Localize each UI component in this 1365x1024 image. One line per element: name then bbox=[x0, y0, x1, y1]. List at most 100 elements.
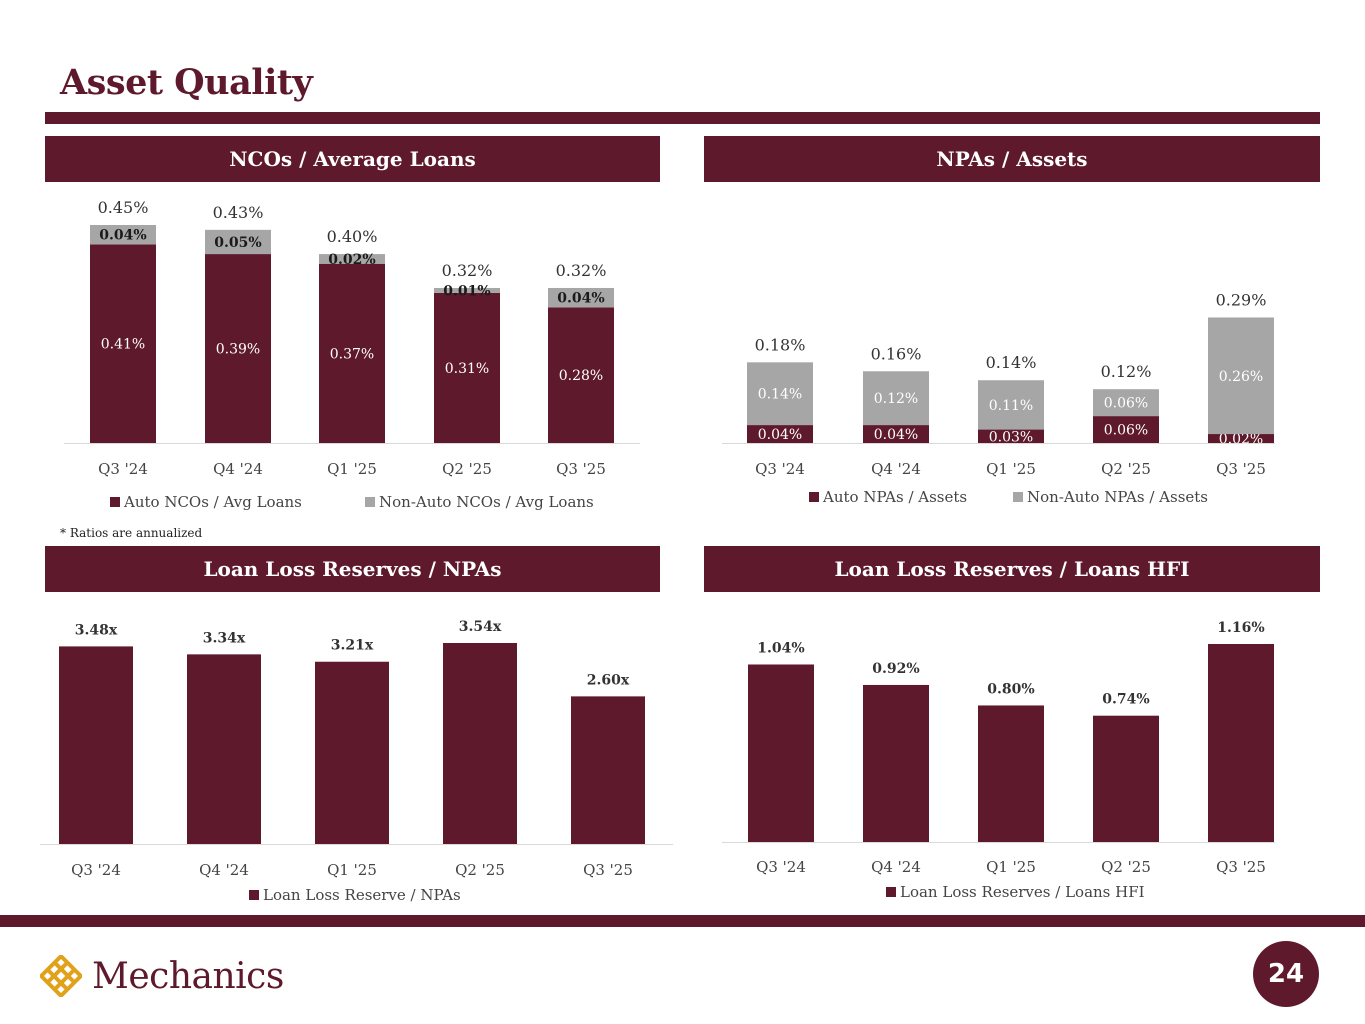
page-title: Asset Quality bbox=[60, 62, 313, 103]
chart-3-bar-0-2 bbox=[978, 705, 1044, 842]
chart-1-tick-4: Q3 '25 bbox=[1216, 460, 1266, 478]
chart-0-total-3: 0.32% bbox=[442, 261, 493, 280]
chart-1-total-3: 0.12% bbox=[1101, 362, 1152, 381]
panel-header-llr-npas: Loan Loss Reserves / NPAs bbox=[45, 546, 660, 592]
chart-3-tick-0: Q3 '24 bbox=[756, 858, 806, 876]
chart-1-tick-2: Q1 '25 bbox=[986, 460, 1036, 478]
chart-0-bar-1-1 bbox=[205, 229, 271, 255]
chart-1-label-1-1: 0.12% bbox=[874, 391, 918, 407]
chart-1-bar-1-2 bbox=[978, 380, 1044, 430]
chart-2-tick-0: Q3 '24 bbox=[71, 861, 121, 879]
chart-1-legend-swatch-1 bbox=[1013, 492, 1023, 502]
chart-0-bar-0-1 bbox=[205, 254, 271, 443]
chart-3-bar-0-0 bbox=[748, 664, 814, 842]
chart-0-legend-swatch-0 bbox=[110, 497, 120, 507]
chart-1-total-4: 0.29% bbox=[1216, 290, 1267, 309]
panel-header-ncos: NCOs / Average Loans bbox=[45, 136, 660, 182]
chart-0-label-0-1: 0.39% bbox=[216, 342, 260, 358]
chart-1-label-1-2: 0.11% bbox=[989, 398, 1033, 414]
chart-2-legend-swatch-0 bbox=[249, 890, 259, 900]
logo-text: Mechanics bbox=[92, 955, 284, 997]
chart-1-label-0-3: 0.06% bbox=[1104, 423, 1148, 439]
panel-header-npas: NPAs / Assets bbox=[704, 136, 1320, 182]
chart-2-legend-label-0: Loan Loss Reserve / NPAs bbox=[263, 886, 461, 904]
chart-0-legend-label-1: Non-Auto NCOs / Avg Loans bbox=[379, 493, 594, 511]
chart-0-tick-3: Q2 '25 bbox=[442, 460, 492, 478]
chart-0-tick-0: Q3 '24 bbox=[98, 460, 148, 478]
chart-1-label-1-4: 0.26% bbox=[1219, 369, 1263, 385]
chart-0-label-0-3: 0.31% bbox=[445, 361, 489, 377]
chart-2-tick-4: Q3 '25 bbox=[583, 861, 633, 879]
chart-1-bar-0-4 bbox=[1208, 434, 1274, 443]
chart-0-legend-label-0: Auto NCOs / Avg Loans bbox=[123, 493, 302, 511]
chart-0-tick-1: Q4 '24 bbox=[213, 460, 263, 478]
chart-0-bar-0-4 bbox=[548, 307, 614, 443]
chart-3-value-1: 0.92% bbox=[872, 661, 919, 677]
chart-3-value-3: 0.74% bbox=[1102, 692, 1149, 708]
chart-1-total-1: 0.16% bbox=[871, 344, 922, 363]
chart-0-bar-0-0 bbox=[90, 244, 156, 443]
chart-3-bar-0-4 bbox=[1208, 644, 1274, 842]
chart-3-tick-1: Q4 '24 bbox=[871, 858, 921, 876]
chart-3-tick-3: Q2 '25 bbox=[1101, 858, 1151, 876]
chart-3-tick-4: Q3 '25 bbox=[1216, 858, 1266, 876]
chart-2-bar-0-4 bbox=[571, 696, 645, 844]
mechanics-logo: Mechanics bbox=[40, 955, 284, 997]
title-divider bbox=[45, 112, 1320, 124]
chart-0-label-0-4: 0.28% bbox=[559, 368, 603, 384]
footnote: * Ratios are annualized bbox=[60, 526, 203, 540]
chart-2-value-4: 2.60x bbox=[587, 672, 630, 688]
chart-1-legend-swatch-0 bbox=[809, 492, 819, 502]
chart-0-bar-1-2 bbox=[319, 254, 385, 264]
panel-header-llr-loans-hfi: Loan Loss Reserves / Loans HFI bbox=[704, 546, 1320, 592]
chart-1-legend-label-0: Auto NPAs / Assets bbox=[822, 488, 967, 506]
chart-0-label-1-1: 0.05% bbox=[214, 235, 261, 251]
chart-3-legend-swatch-0 bbox=[886, 887, 896, 897]
chart-1-bar-1-3 bbox=[1093, 389, 1159, 417]
chart-1-label-0-0: 0.04% bbox=[758, 427, 802, 443]
chart-2-value-2: 3.21x bbox=[331, 638, 374, 654]
chart-1-label-1-3: 0.06% bbox=[1104, 396, 1148, 412]
page-number-badge: 24 bbox=[1253, 941, 1319, 1007]
chart-3-tick-2: Q1 '25 bbox=[986, 858, 1036, 876]
chart-1-tick-1: Q4 '24 bbox=[871, 460, 921, 478]
chart-1-bar-0-2 bbox=[978, 429, 1044, 443]
chart-0-tick-4: Q3 '25 bbox=[556, 460, 606, 478]
chart-0-label-0-2: 0.37% bbox=[330, 346, 374, 362]
chart-1-bar-0-3 bbox=[1093, 416, 1159, 443]
chart-2-bar-0-1 bbox=[187, 654, 261, 844]
chart-1-legend-label-1: Non-Auto NPAs / Assets bbox=[1027, 488, 1208, 506]
chart-0-bar-0-2 bbox=[319, 263, 385, 443]
chart-0-label-1-0: 0.04% bbox=[99, 228, 146, 244]
chart-3-value-2: 0.80% bbox=[987, 681, 1034, 697]
chart-1-bar-1-4 bbox=[1208, 317, 1274, 435]
chart-2-value-1: 3.34x bbox=[203, 630, 246, 646]
chart-1-tick-0: Q3 '24 bbox=[755, 460, 805, 478]
chart-1-total-0: 0.18% bbox=[755, 335, 806, 354]
chart-0-label-1-2: 0.02% bbox=[328, 252, 375, 268]
chart-1-bar-1-1 bbox=[863, 371, 929, 426]
chart-2-tick-1: Q4 '24 bbox=[199, 861, 249, 879]
chart-2-tick-2: Q1 '25 bbox=[327, 861, 377, 879]
chart-1-label-0-2: 0.03% bbox=[989, 429, 1033, 445]
chart-0-bar-1-0 bbox=[90, 225, 156, 245]
chart-3-value-4: 1.16% bbox=[1217, 620, 1264, 636]
chart-0-total-0: 0.45% bbox=[98, 198, 149, 217]
chart-0-label-0-0: 0.41% bbox=[101, 337, 145, 353]
chart-2-value-3: 3.54x bbox=[459, 619, 502, 635]
chart-3-legend-label-0: Loan Loss Reserves / Loans HFI bbox=[900, 883, 1145, 901]
chart-1-label-0-4: 0.02% bbox=[1219, 432, 1263, 448]
chart-1-bar-0-0 bbox=[747, 425, 813, 443]
chart-1-label-0-1: 0.04% bbox=[874, 427, 918, 443]
chart-1-label-1-0: 0.14% bbox=[758, 387, 802, 403]
chart-3-bar-0-1 bbox=[863, 684, 929, 842]
chart-2-bar-0-3 bbox=[443, 643, 517, 844]
chart-3-value-0: 1.04% bbox=[757, 640, 804, 656]
chart-2-bar-0-0 bbox=[59, 646, 133, 844]
chart-0-bar-1-4 bbox=[548, 287, 614, 308]
chart-1-tick-3: Q2 '25 bbox=[1101, 460, 1151, 478]
chart-2-tick-3: Q2 '25 bbox=[455, 861, 505, 879]
chart-2-value-0: 3.48x bbox=[75, 622, 118, 638]
chart-0-bar-1-3 bbox=[434, 287, 500, 293]
chart-0-total-2: 0.40% bbox=[327, 227, 378, 246]
